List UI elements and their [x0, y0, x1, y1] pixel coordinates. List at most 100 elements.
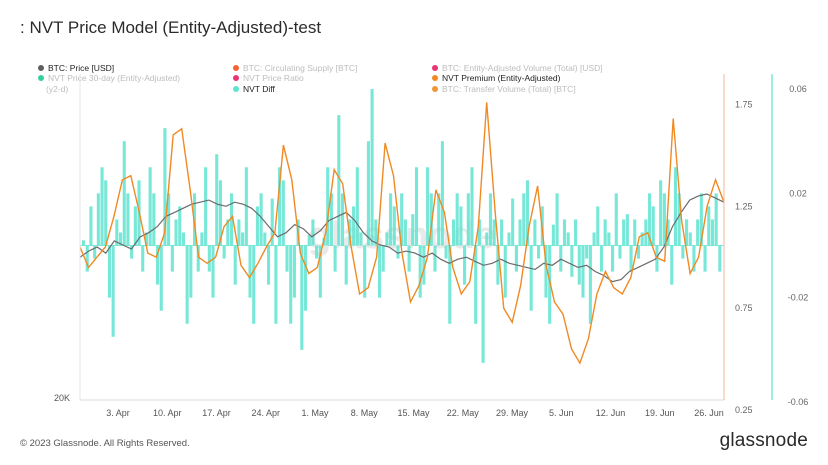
x-axis-ticks: 3. Apr 10. Apr 17. Apr 24. Apr 1. May 8. May 1…	[106, 408, 724, 418]
nvt-diff-bar	[488, 193, 493, 246]
legend-item-nvt-price-ratio[interactable]: NVT Price Ratio	[233, 73, 304, 83]
nvt-diff-bar	[636, 245, 641, 259]
nvt-diff-bar	[692, 245, 696, 272]
nvt-diff-bar	[470, 167, 474, 246]
right-y-tick-label: 0.25	[735, 405, 753, 415]
legend-item-entity-volume[interactable]: BTC: Entity-Adjusted Volume (Total) [USD…	[432, 63, 603, 73]
legend-item-btc-price[interactable]: BTC: Price [USD]	[38, 63, 114, 73]
nvt-diff-bar	[514, 245, 518, 272]
nvt-diff-bar	[107, 245, 111, 298]
legend-item-transfer-volume[interactable]: BTC: Transfer Volume (Total) [BTC]	[432, 84, 576, 94]
nvt-diff-bar	[426, 167, 430, 246]
legend-item-nvt-diff[interactable]: NVT Diff	[233, 84, 275, 94]
nvt-diff-bar	[363, 245, 367, 298]
nvt-diff-bar	[681, 245, 685, 259]
legend-label: NVT Diff	[243, 84, 275, 94]
nvt-diff-bar	[707, 206, 711, 246]
nvt-diff-bar	[648, 193, 652, 246]
legend-item-nvt-price-30d[interactable]: NVT Price 30-day (Entity-Adjusted)	[38, 73, 180, 83]
chart-axes	[79, 74, 773, 401]
nvt-diff-bar	[300, 245, 304, 350]
nvt-diff-bar	[204, 167, 208, 246]
nvt-diff-bar	[333, 245, 337, 272]
nvt-diff-bar	[255, 206, 259, 246]
legend-item-circulating-supply[interactable]: BTC: Circulating Supply [BTC]	[233, 63, 357, 73]
nvt-diff-bar	[318, 245, 322, 298]
nvt-diff-bar	[159, 245, 163, 311]
nvt-diff-bar	[644, 219, 648, 246]
nvt-diff-bar	[352, 206, 356, 246]
nvt-diff-bar	[155, 245, 160, 285]
nvt-diff-bar	[503, 245, 507, 298]
legend-item-nvt-premium[interactable]: NVT Premium (Entity-Adjusted)	[432, 73, 560, 83]
nvt-diff-bar	[359, 232, 363, 246]
right2-y-tick-label: -0.06	[788, 397, 809, 407]
nvt-diff-bar	[592, 232, 596, 246]
nvt-diff-bar	[685, 219, 689, 246]
x-tick-label: 15. May	[397, 408, 430, 418]
legend-dot	[38, 75, 44, 81]
nvt-diff-bar	[640, 232, 644, 246]
nvt-diff-bar	[607, 232, 611, 246]
nvt-diff-bar	[418, 245, 422, 298]
nvt-diff-bar	[374, 219, 378, 246]
nvt-diff-bar	[144, 232, 148, 246]
nvt-diff-bar	[414, 167, 419, 246]
legend-label: NVT Premium (Entity-Adjusted)	[442, 73, 561, 83]
nvt-diff-bar	[93, 245, 97, 259]
nvt-diff-bar	[400, 193, 404, 246]
nvt-diff-bar	[566, 232, 570, 246]
footer-brand-logo[interactable]: glassnode	[719, 430, 808, 451]
nvt-diff-bar	[85, 245, 89, 272]
nvt-diff-bar	[574, 219, 578, 246]
right-y-tick-label: 1.25	[735, 201, 753, 211]
nvt-diff-bar	[292, 245, 296, 298]
nvt-diff-bar	[285, 245, 289, 272]
nvt-diff-bar	[237, 219, 241, 246]
nvt-diff-bar	[518, 219, 522, 246]
nvt-diff-bar	[403, 219, 407, 246]
nvt-diff-bar	[370, 89, 374, 246]
legend-label: NVT Price Ratio	[243, 73, 304, 83]
nvt-diff-bar	[307, 235, 311, 246]
nvt-diff-bar	[444, 245, 448, 259]
nvt-diff-bar	[215, 154, 219, 246]
nvt-diff-bar	[622, 219, 626, 246]
right-y-tick-label: 1.75	[735, 99, 753, 109]
footer-copyright: © 2023 Glassnode. All Rights Reserved.	[20, 438, 190, 449]
nvt-diff-bar	[189, 245, 193, 298]
nvt-diff-bar	[241, 232, 245, 246]
nvt-diff-bar	[289, 245, 293, 324]
nvt-diff-bar	[522, 193, 526, 246]
nvt-diff-bar	[229, 193, 234, 246]
page-title: : NVT Price Model (Entity-Adjusted)-test	[20, 18, 322, 37]
x-tick-label: 22. May	[447, 408, 480, 418]
nvt-diff-bar	[440, 141, 444, 246]
nvt-diff-bar	[511, 198, 515, 246]
nvt-diff-bar	[141, 245, 145, 272]
nvt-diff-bar	[599, 245, 604, 272]
nvt-diff-bar	[130, 245, 134, 259]
nvt-diff-bar	[451, 219, 456, 246]
legend-label: BTC: Entity-Adjusted Volume (Total) [USD…	[442, 63, 603, 73]
nvt-diff-bar	[122, 141, 126, 246]
nvt-diff-bar	[577, 245, 581, 285]
y-axis-ticks: 20K 1.75 1.25 0.75 0.25 0.06 0.02 -0.02 -0.06	[54, 84, 808, 415]
nvt-diff-bar	[477, 219, 481, 246]
nvt-diff-bar	[196, 245, 200, 272]
nvt-diff-bar	[555, 193, 559, 246]
nvt-diff-bar	[89, 206, 93, 246]
nvt-diff-bar	[718, 245, 722, 272]
nvt-diff-bar	[611, 245, 615, 272]
legend-dot	[432, 65, 438, 71]
nvt-diff-bar	[562, 219, 567, 246]
nvt-diff-bar	[185, 245, 189, 324]
nvt-diff-bar	[259, 193, 263, 246]
nvt-diff-bar	[714, 193, 718, 246]
x-tick-label: 8. May	[351, 408, 379, 418]
nvt-diff-bar	[311, 219, 315, 246]
nvt-diff-bar	[200, 232, 204, 246]
legend-label: (y2-d)	[46, 84, 69, 94]
nvt-diff-bar	[303, 245, 308, 311]
nvt-diff-bar	[629, 245, 633, 272]
